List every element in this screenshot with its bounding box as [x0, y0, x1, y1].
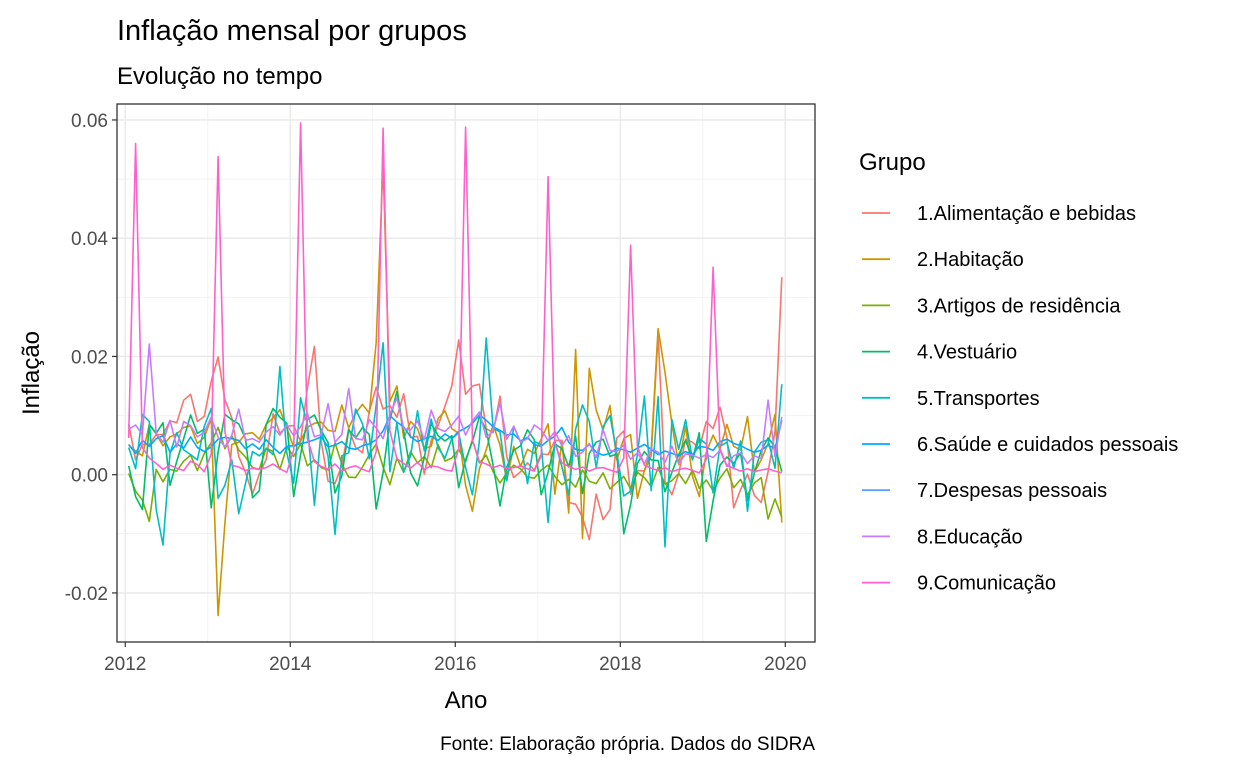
- x-tick-label: 2020: [764, 654, 806, 675]
- plot-border: [116, 103, 816, 643]
- series-line-6: [128, 414, 783, 457]
- series-line-8: [127, 122, 783, 474]
- grid-major: [117, 104, 815, 642]
- legend-title: Grupo: [859, 149, 926, 176]
- y-tick-label: 0.06: [71, 111, 108, 132]
- chart-subtitle: Evolução no tempo: [117, 63, 322, 90]
- series-line-7: [128, 343, 783, 468]
- y-axis: -0.02 0.00 0.02 0.04 0.06: [65, 111, 117, 605]
- y-tick-label: -0.02: [65, 584, 108, 605]
- legend-label-5: 5.Transportes: [917, 388, 1040, 410]
- y-tick-label: 0.00: [71, 466, 108, 487]
- legend-label-1: 1.Alimentação e bebidas: [917, 203, 1136, 225]
- legend-label-8: 8.Educação: [917, 526, 1023, 548]
- legend-label-4: 4.Vestuário: [917, 342, 1017, 364]
- series-line-3: [127, 426, 783, 523]
- x-tick-label: 2016: [434, 654, 476, 675]
- x-tick-label: 2012: [104, 654, 146, 675]
- legend: 1.Alimentação e bebidas 2.Habitação 3.Arti…: [862, 203, 1178, 595]
- x-axis: 2012 2014 2016 2018 2020: [104, 642, 806, 675]
- series-line-1: [127, 277, 783, 541]
- y-tick-label: 0.04: [71, 229, 108, 250]
- plot-background: [117, 104, 815, 642]
- legend-label-9: 9.Comunicação: [917, 573, 1056, 595]
- x-tick-label: 2018: [599, 654, 641, 675]
- legend-label-7: 7.Despesas pessoais: [917, 480, 1107, 502]
- series-line-2: [128, 162, 783, 617]
- y-tick-label: 0.02: [71, 347, 108, 368]
- legend-label-3: 3.Artigos de residência: [917, 295, 1121, 317]
- legend-label-2: 2.Habitação: [917, 249, 1024, 271]
- y-axis-title: Inflação: [18, 331, 45, 415]
- chart-caption: Fonte: Elaboração própria. Dados do SIDR…: [440, 734, 815, 755]
- chart-title: Inflação mensal por grupos: [117, 15, 467, 47]
- legend-label-6: 6.Saúde e cuidados pessoais: [917, 434, 1178, 456]
- x-tick-label: 2014: [269, 654, 312, 675]
- x-axis-title: Ano: [445, 687, 488, 714]
- series-lines: [127, 122, 783, 617]
